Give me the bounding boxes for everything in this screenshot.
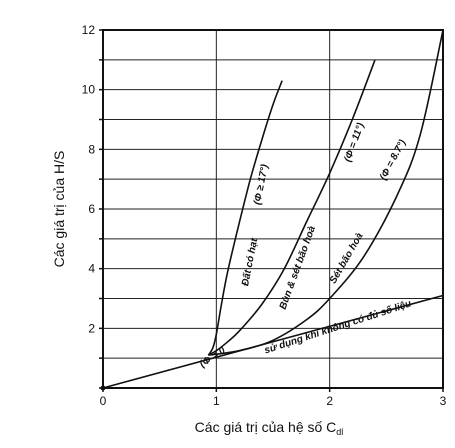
y-tick-label: 12 bbox=[82, 23, 96, 37]
x-axis-title: Các giá trị của hệ số Cdl bbox=[195, 419, 344, 437]
x-tick-label: 2 bbox=[326, 394, 333, 408]
label-coarse-soil: Đất có hạt bbox=[239, 237, 260, 287]
x-tick-label: 3 bbox=[440, 394, 447, 408]
origin-dot bbox=[100, 385, 106, 391]
x-tick-label: 1 bbox=[213, 394, 220, 408]
y-tick-label: 10 bbox=[82, 83, 96, 97]
grid bbox=[103, 30, 443, 388]
y-axis-title: Các giá trị của H/S bbox=[51, 151, 67, 268]
series-phi-zero-line bbox=[102, 294, 444, 389]
plot-frame bbox=[99, 29, 444, 392]
y-tick-label: 8 bbox=[88, 142, 95, 156]
label-silt-clay: Bùn & sét bão hoà bbox=[278, 224, 319, 311]
curve-labels: Đất có hạt (Φ ≥ 17°) Bùn & sét bão hoà (Φ =… bbox=[198, 121, 413, 370]
y-tick-label: 2 bbox=[88, 321, 95, 335]
label-saturated-clay-phi: (Φ = 8.7°) bbox=[378, 137, 409, 182]
x-axis-title-main: Các giá trị của hệ số C bbox=[195, 419, 337, 435]
y-tick-label: 4 bbox=[88, 262, 95, 276]
series-coarse-soil-curve bbox=[207, 80, 283, 356]
label-silt-clay-phi: (Φ = 11°) bbox=[342, 121, 366, 164]
series-group bbox=[100, 29, 444, 391]
x-tick-label: 0 bbox=[100, 394, 107, 408]
series-silt-clay-curve bbox=[207, 59, 376, 356]
x-axis-title-subscript: dl bbox=[336, 427, 343, 437]
y-tick-label: 6 bbox=[88, 202, 95, 216]
label-coarse-soil-phi: (Φ ≥ 17°) bbox=[252, 163, 271, 206]
